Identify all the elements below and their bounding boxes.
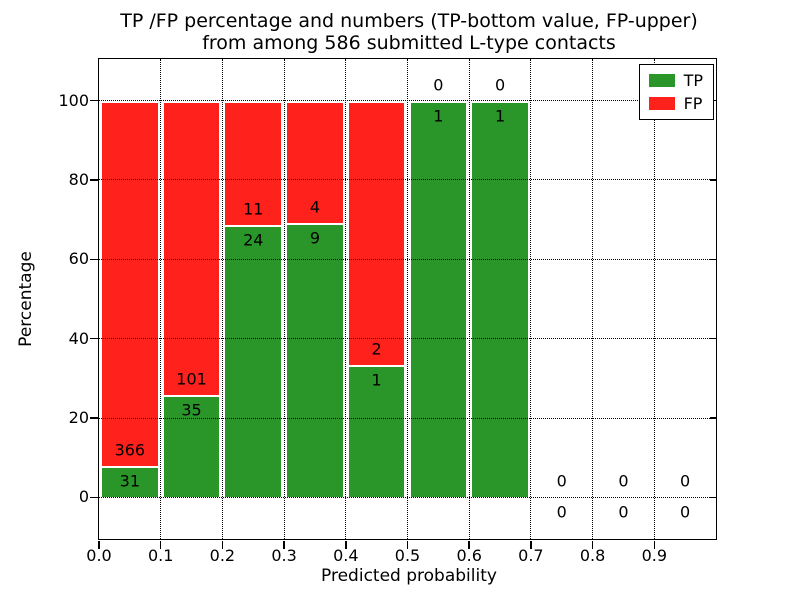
x-tick xyxy=(159,540,162,549)
gridline-vertical xyxy=(283,59,285,539)
chart-title-line1: TP /FP percentage and numbers (TP-bottom… xyxy=(120,10,698,32)
legend: TP FP xyxy=(638,64,714,120)
bar-fp xyxy=(346,100,407,366)
x-tick xyxy=(345,540,347,549)
x-tick xyxy=(283,540,285,549)
bar-label-tp: 1 xyxy=(371,370,382,390)
bar-tp xyxy=(223,225,284,498)
y-tick-right xyxy=(710,496,716,499)
x-tick xyxy=(653,540,656,549)
bar-label-fp: 101 xyxy=(176,369,207,389)
x-tick xyxy=(468,540,470,549)
x-tick-label: 0.2 xyxy=(209,546,236,565)
bar-fp xyxy=(100,100,160,467)
bar-fp xyxy=(223,100,284,226)
bar-label-fp: 0 xyxy=(556,471,567,491)
y-tick-right xyxy=(710,258,716,261)
bar-fp xyxy=(285,100,345,223)
x-tick-label: 0.4 xyxy=(333,546,359,565)
chart-title-line2: from among 586 submitted L-type contacts xyxy=(202,32,616,54)
x-tick-label: 0.3 xyxy=(271,546,297,565)
x-tick xyxy=(406,540,409,549)
y-tick-label: 100 xyxy=(58,90,89,110)
x-tick-label: 0.0 xyxy=(86,546,112,565)
gridline-vertical xyxy=(345,59,347,539)
y-tick xyxy=(89,496,98,499)
bar-label-fp: 0 xyxy=(680,471,691,491)
gridline-vertical xyxy=(592,59,594,539)
x-tick-label: 0.9 xyxy=(641,546,668,565)
x-tick xyxy=(98,540,100,549)
x-tick xyxy=(530,540,532,549)
y-tick-right xyxy=(710,179,716,181)
y-tick xyxy=(89,417,98,419)
bar-label-tp: 0 xyxy=(680,502,691,522)
bar-tp xyxy=(408,100,469,498)
x-axis-label: Predicted probability xyxy=(321,566,497,586)
legend-entry-fp: FP xyxy=(648,94,703,113)
bar-tp xyxy=(346,365,407,498)
chart-title: TP /FP percentage and numbers (TP-bottom… xyxy=(99,10,719,54)
bar-label-tp: 1 xyxy=(494,106,506,126)
x-tick-label: 0.7 xyxy=(518,546,544,565)
legend-swatch-fp xyxy=(648,97,675,110)
y-tick-label: 20 xyxy=(68,408,89,427)
bar-label-tp: 0 xyxy=(556,502,567,522)
bar-label-tp: 1 xyxy=(433,106,444,126)
x-tick-label: 0.1 xyxy=(147,546,174,565)
bar-tp xyxy=(470,100,530,498)
bar-tp xyxy=(161,395,222,498)
legend-label: FP xyxy=(683,94,703,113)
bar-label-fp: 11 xyxy=(243,199,264,219)
y-tick-label: 60 xyxy=(68,249,89,269)
x-tick-label: 0.5 xyxy=(394,546,421,565)
y-tick xyxy=(89,337,98,340)
y-tick-right xyxy=(710,337,716,340)
bar-label-tp: 0 xyxy=(618,502,629,522)
x-tick-label: 0.8 xyxy=(579,546,606,565)
y-tick-label: 0 xyxy=(78,487,89,507)
y-tick xyxy=(89,179,98,181)
y-tick-right xyxy=(710,417,716,419)
y-tick xyxy=(89,99,98,102)
bar-label-fp: 0 xyxy=(494,75,506,95)
gridline-vertical xyxy=(468,59,470,539)
legend-label: TP xyxy=(683,71,703,90)
bar-label-tp: 9 xyxy=(309,228,321,248)
y-tick-label: 80 xyxy=(68,169,89,189)
bar-tp xyxy=(100,466,160,498)
y-axis-label: Percentage xyxy=(16,251,36,347)
bar-label-fp: 0 xyxy=(618,471,629,491)
legend-entry-tp: TP xyxy=(648,71,703,90)
gridline-vertical xyxy=(160,59,162,539)
bar-label-fp: 0 xyxy=(433,75,444,95)
legend-swatch-tp xyxy=(648,74,675,87)
y-tick-label: 40 xyxy=(68,328,89,348)
x-tick xyxy=(591,540,594,549)
bar-fp xyxy=(161,100,222,396)
bar-label-fp: 366 xyxy=(114,440,146,460)
x-tick-label: 0.6 xyxy=(456,546,482,565)
gridline-vertical xyxy=(530,59,532,539)
bar-label-fp: 2 xyxy=(371,339,382,359)
y-tick xyxy=(89,258,98,261)
bar-tp xyxy=(285,222,345,498)
bar-label-fp: 4 xyxy=(309,197,321,217)
bar-label-tp: 24 xyxy=(243,230,264,250)
bar-label-tp: 31 xyxy=(119,471,141,491)
bar-label-tp: 35 xyxy=(181,400,202,420)
plot-area: TP FP 366 31 101 35 11 24 4 9 2 1 0 1 0 1 0 0 0 0 0 0 0 20 40 60… xyxy=(58,58,717,565)
gridline-vertical xyxy=(221,59,223,539)
gridline-vertical xyxy=(653,59,655,539)
x-tick xyxy=(221,540,224,549)
gridline-vertical xyxy=(407,59,408,539)
